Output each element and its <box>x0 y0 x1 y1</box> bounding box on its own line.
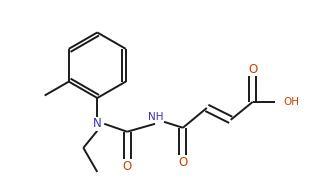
Text: NH: NH <box>148 112 163 122</box>
Text: OH: OH <box>284 97 299 107</box>
Text: O: O <box>248 63 257 76</box>
Text: O: O <box>178 156 188 169</box>
Text: O: O <box>123 160 132 173</box>
Text: N: N <box>93 117 102 130</box>
